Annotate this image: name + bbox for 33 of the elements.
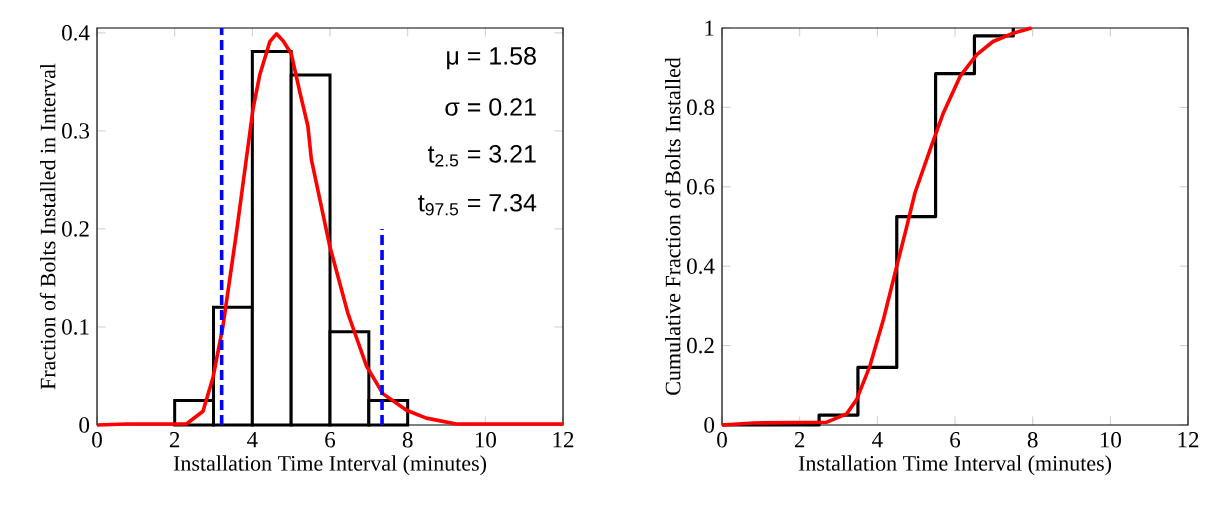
annotation: σ = 0.21: [445, 98, 536, 116]
y-tick-label: 0.4: [687, 258, 715, 274]
x-tick-label: 4: [872, 432, 883, 448]
x-tick-label: 12: [553, 432, 574, 448]
x-tick-label: 2: [794, 432, 805, 448]
x-tick-label: 0: [717, 432, 727, 448]
y-tick-label: 0.3: [62, 123, 90, 139]
y-tick-label: 0: [79, 417, 90, 433]
y-tick-label: 0: [704, 417, 715, 433]
x-axis-title: Installation Time Interval (minutes): [798, 455, 1112, 476]
x-tick-label: 6: [325, 432, 336, 448]
x-tick-label: 10: [1100, 432, 1121, 448]
x-tick-label: 8: [1027, 432, 1038, 448]
x-tick-label: 8: [402, 432, 413, 448]
y-tick-label: 0.1: [62, 319, 89, 335]
x-tick-label: 4: [247, 432, 258, 448]
x-tick-label: 12: [1178, 432, 1199, 448]
x-tick-label: 2: [169, 432, 180, 448]
y-tick-label: 0.6: [687, 178, 715, 195]
y-tick-label: 0.2: [62, 221, 89, 237]
y-tick-label: 0.4: [62, 25, 90, 41]
y-tick-label: 1: [705, 20, 714, 36]
annotation: t$_{97.5}$ = 7.34: [418, 193, 537, 216]
y-tick-label: 0.2: [687, 337, 714, 354]
y-tick-label: 0.8: [687, 99, 715, 116]
annotation: t$_{2.5}$ = 3.21: [427, 145, 536, 167]
annotation: μ = 1.58: [447, 47, 536, 70]
x-tick-label: 6: [950, 432, 961, 448]
x-tick-label: 10: [475, 432, 496, 448]
x-tick-label: 0: [92, 432, 102, 448]
x-axis-title: Installation Time Interval (minutes): [173, 455, 487, 476]
y-axis-title: Cumulative Fraction of Bolts Installed: [664, 57, 681, 395]
y-axis-title: Fraction of Bolts Installed in Interval: [39, 63, 56, 390]
